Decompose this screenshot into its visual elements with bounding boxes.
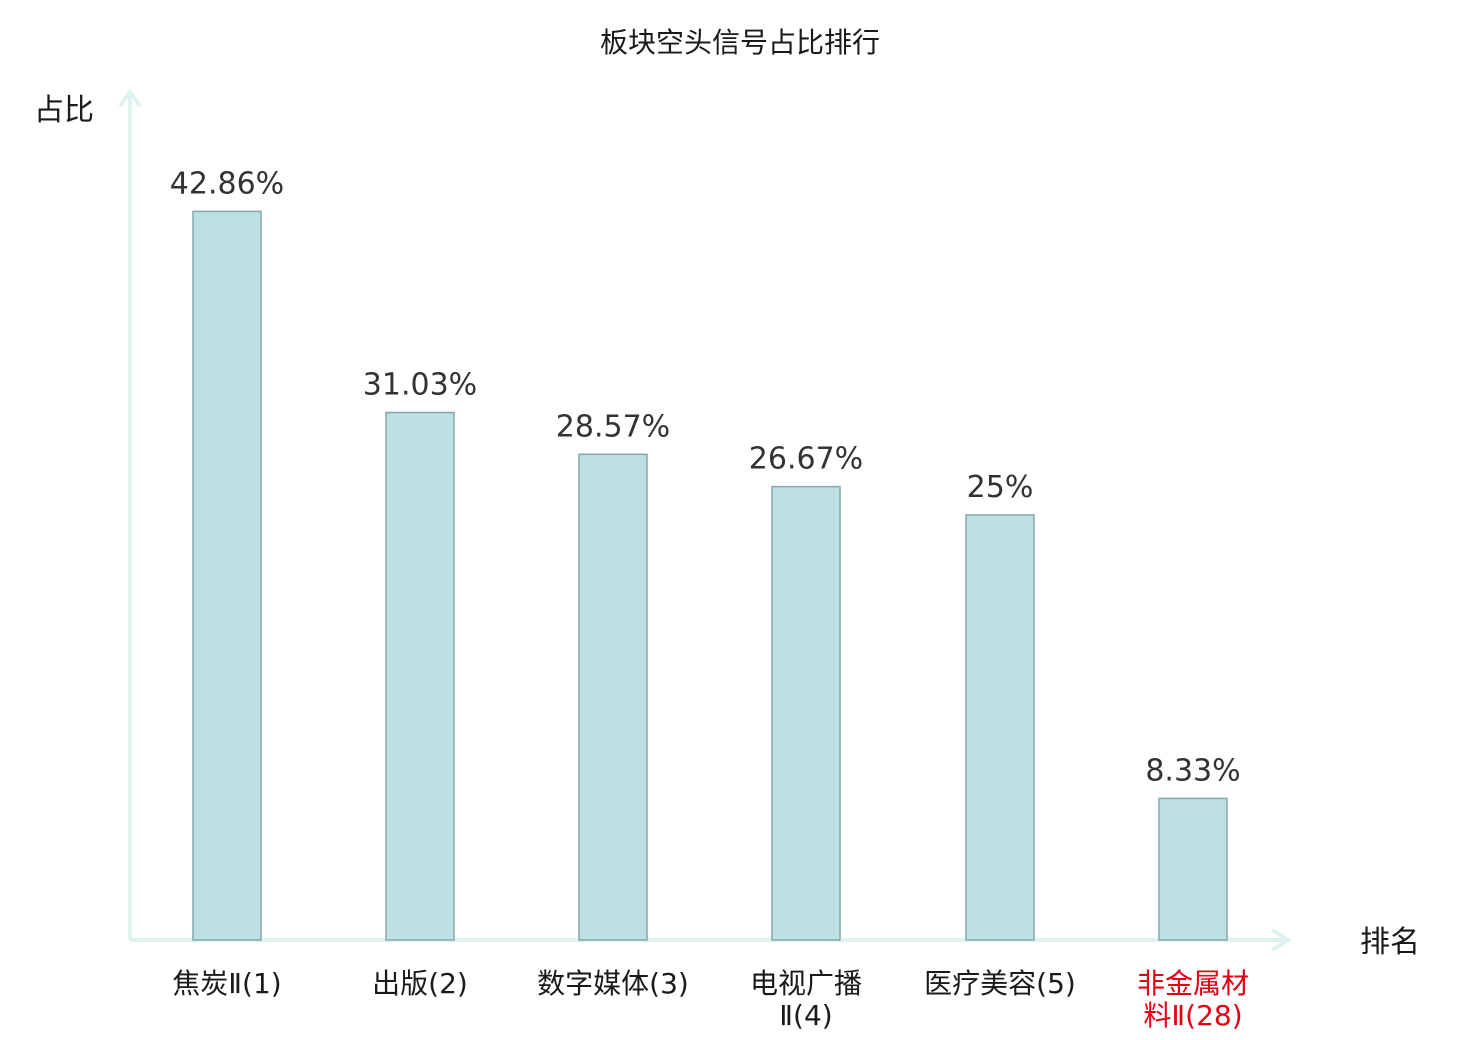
y-axis-arrow <box>118 88 142 108</box>
value-label-4: 26.67% <box>749 442 863 477</box>
value-labels-group: 42.86% 31.03% 28.57% 26.67% 25% 8.33% <box>170 166 1241 788</box>
x-tick-labels-group: 焦炭Ⅱ(1) 出版(2) 数字媒体(3) 电视广播 Ⅱ(4) 医疗美容(5) 非金属材料Ⅱ(… <box>172 967 1249 1032</box>
x-tick-label-6: 非金属材料Ⅱ(28) <box>1137 967 1249 1032</box>
value-label-5: 25% <box>967 470 1034 505</box>
bars-group <box>192 210 1228 941</box>
value-label-1: 42.86% <box>170 166 284 201</box>
bar-2 <box>385 411 455 941</box>
bar-1 <box>192 210 262 941</box>
x-axis-label: 排名 <box>1360 925 1420 960</box>
bar-3 <box>578 453 648 941</box>
value-label-3: 28.57% <box>556 409 670 444</box>
y-axis-label: 占比 <box>34 93 94 128</box>
x-tick-label-2: 出版(2) <box>372 967 468 1000</box>
x-axis-arrow <box>1270 928 1292 952</box>
chart-title: 板块空头信号占比排行 <box>600 26 880 59</box>
bar-6 <box>1158 797 1228 941</box>
x-tick-label-3: 数字媒体(3) <box>537 967 689 1000</box>
x-tick-label-5: 医疗美容(5) <box>924 967 1076 1000</box>
x-tick-label-1: 焦炭Ⅱ(1) <box>172 967 281 1000</box>
x-tick-label-4: 电视广播 Ⅱ(4) <box>750 967 862 1032</box>
value-label-2: 31.03% <box>363 367 477 402</box>
bar-5 <box>965 514 1035 941</box>
bar-4 <box>771 485 841 941</box>
value-label-6: 8.33% <box>1145 753 1240 788</box>
